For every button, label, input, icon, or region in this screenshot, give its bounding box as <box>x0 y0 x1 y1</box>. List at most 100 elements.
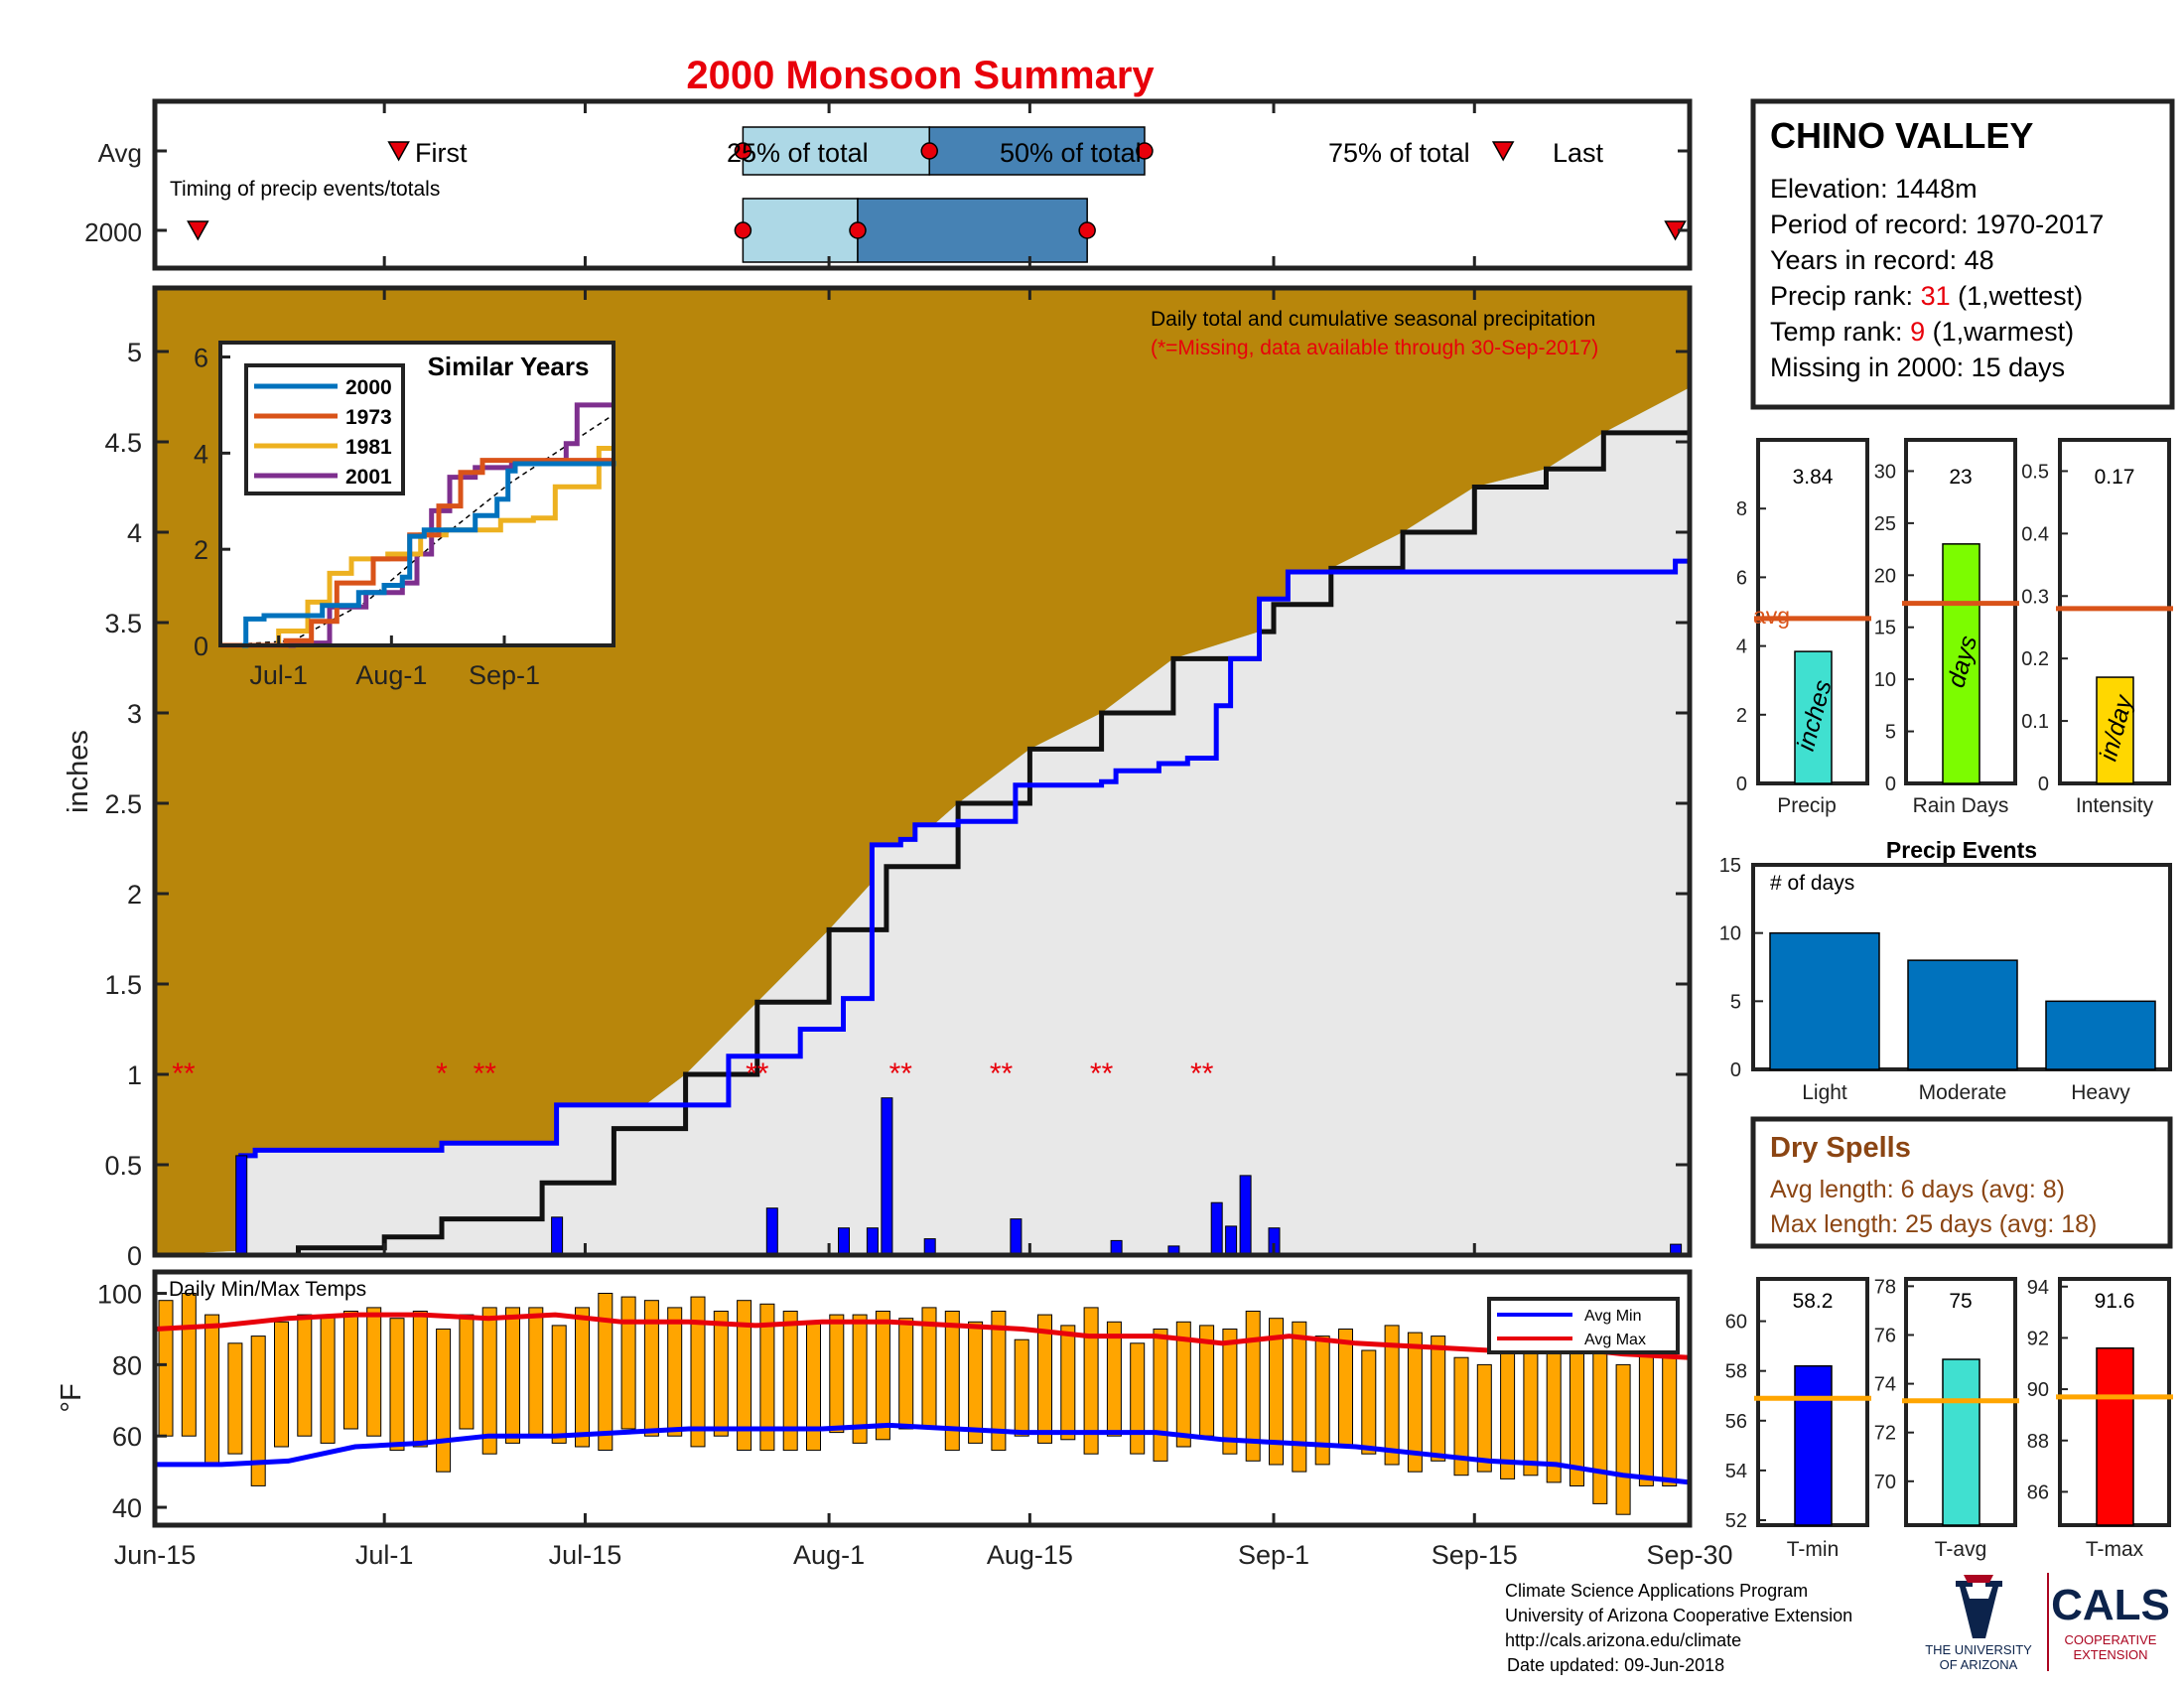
summary-ytick-label: 2 <box>1736 705 1747 727</box>
temp-range-bar <box>297 1314 313 1437</box>
summary-bar <box>2096 676 2134 784</box>
missing-mark: ** <box>172 1057 196 1090</box>
temp-range-bar <box>412 1311 428 1448</box>
timing-year-label: 2000 <box>84 217 142 247</box>
main-ytick-label: 1 <box>127 1060 142 1090</box>
logo-ua-line2: OF ARIZONA <box>1940 1657 2018 1672</box>
summary-bar <box>1794 650 1833 784</box>
summary-bar <box>1942 543 1980 784</box>
temp-range-bar <box>1476 1363 1492 1473</box>
daily-precip-bar <box>1225 1225 1238 1256</box>
timing-first-marker <box>187 220 209 241</box>
timing-q50-dot <box>849 221 867 239</box>
daily-precip-bar <box>551 1216 564 1256</box>
date-xtick-label: Sep-1 <box>1238 1540 1309 1570</box>
timing-first-label: First <box>415 138 468 168</box>
inset-title: Similar Years <box>428 352 590 381</box>
temp-range-bar <box>342 1311 358 1430</box>
logo-ua-line1: THE UNIVERSITY <box>1925 1642 2032 1657</box>
temp-range-bar <box>1175 1321 1191 1448</box>
inset-legend-label: 1981 <box>345 436 392 459</box>
event-ytick-label: 10 <box>1719 923 1741 945</box>
dry-spells-title: Dry Spells <box>1770 1132 1911 1164</box>
temp-summary-ytick-label: 78 <box>1874 1276 1896 1298</box>
main-ytick-label: 4 <box>127 518 142 548</box>
temp-range-bar <box>1638 1336 1654 1486</box>
summary-ytick-label: 15 <box>1874 618 1896 639</box>
station-elevation: Elevation: 1448m <box>1770 174 1978 204</box>
summary-ytick-label: 20 <box>1874 565 1896 587</box>
temp-range-bar <box>667 1307 683 1437</box>
timing-last-label: Last <box>1553 138 1604 168</box>
daily-precip-bar <box>1239 1175 1252 1256</box>
temp-range-bar <box>551 1325 567 1444</box>
summary-ytick-label: 6 <box>1736 567 1747 589</box>
temp-summary-bar <box>1794 1364 1833 1526</box>
temp-range-bar <box>1060 1325 1076 1441</box>
observed-cumulative-line <box>155 558 1690 1258</box>
temp-range-bar <box>1500 1332 1516 1479</box>
precip-avg-label: avg <box>1753 603 1790 629</box>
temp-range-bar <box>227 1342 243 1455</box>
temp-range-bar <box>643 1300 659 1437</box>
temp-range-bar <box>1407 1332 1423 1473</box>
date-xtick-label: Jul-15 <box>549 1540 622 1570</box>
missing-mark: ** <box>746 1057 769 1090</box>
inset-ytick-label: 4 <box>194 439 208 469</box>
missing-mark: ** <box>990 1057 1014 1090</box>
temp-range-bar <box>528 1307 544 1437</box>
missing-mark: ** <box>889 1057 913 1090</box>
summary-ytick-label: 0.3 <box>2021 586 2049 608</box>
timing-avg-label: Avg <box>98 138 142 168</box>
main-ytick-label: 3.5 <box>104 609 142 638</box>
temp-range-bar <box>505 1307 520 1444</box>
timing-q25-dot <box>734 221 752 239</box>
temp-range-bar <box>898 1318 914 1430</box>
daily-precip-bar <box>765 1207 778 1256</box>
temp-summary-bar <box>2096 1347 2134 1526</box>
timing-q25-label: 25% of total <box>727 138 869 168</box>
date-xtick-label: Jul-1 <box>355 1540 414 1570</box>
precip-main-chart: 0 0.5 1 1.5 2 2.5 3 3.5 4 4.5 5 inches Daily total… <box>63 285 1693 1271</box>
daily-precip-bar <box>881 1097 893 1256</box>
summary-ytick-label: 8 <box>1736 498 1747 520</box>
intensity-value: 0.17 <box>2095 466 2135 489</box>
main-ytick-label: 2 <box>127 880 142 910</box>
timing-box-q50-q75 <box>857 198 1088 263</box>
inset-xtick-label: Aug-1 <box>355 660 427 690</box>
timing-q75-label: 75% of total <box>1328 138 1470 168</box>
timing-last-marker <box>1491 141 1515 162</box>
tmax-value: 91.6 <box>2095 1290 2135 1313</box>
main-note: Daily total and cumulative seasonal prec… <box>1151 308 1595 331</box>
legend-avg-min: Avg Min <box>1584 1308 1642 1325</box>
summary-ytick-label: 0.1 <box>2021 711 2049 733</box>
timing-q75-dot <box>1078 221 1096 239</box>
temp-range-bar <box>1130 1342 1146 1455</box>
main-ytick-label: 2.5 <box>104 789 142 819</box>
temp-summary-ytick-label: 54 <box>1725 1461 1747 1482</box>
station-name: CHINO VALLEY <box>1770 115 2033 156</box>
temp-summary-ytick-label: 56 <box>1725 1411 1747 1433</box>
precip-events-panel: Precip Events # of days Light Moderate Hea… <box>1719 837 2172 1104</box>
temp-range-bar <box>620 1296 636 1430</box>
station-missing: Missing in 2000: 15 days <box>1770 352 2065 382</box>
avg-max-line <box>154 1312 1691 1360</box>
temp-title: Daily Min/Max Temps <box>169 1278 366 1301</box>
temp-range-bar <box>1384 1325 1400 1466</box>
event-category-label: Light <box>1802 1081 1847 1104</box>
daily-precip-bar <box>235 1155 248 1256</box>
temp-range-bar <box>389 1318 405 1452</box>
avg-min-line <box>155 1422 1691 1485</box>
missing-mark: ** <box>1190 1057 1214 1090</box>
summary-ytick-label: 0.2 <box>2021 648 2049 670</box>
main-ytick-label: 3 <box>127 699 142 729</box>
main-ytick-label: 0 <box>127 1241 142 1271</box>
footer-line4: Date updated: 09-Jun-2018 <box>1507 1655 1724 1675</box>
temp-range-bar <box>690 1296 706 1448</box>
station-info-box: CHINO VALLEY Elevation: 1448m Period of … <box>1750 98 2175 410</box>
temp-range-bar <box>852 1314 868 1444</box>
rain-days-value: 23 <box>1949 466 1972 489</box>
temp-range-bar <box>1314 1336 1330 1466</box>
temp-range-bar <box>598 1293 614 1451</box>
date-xtick-label: Aug-1 <box>793 1540 865 1570</box>
